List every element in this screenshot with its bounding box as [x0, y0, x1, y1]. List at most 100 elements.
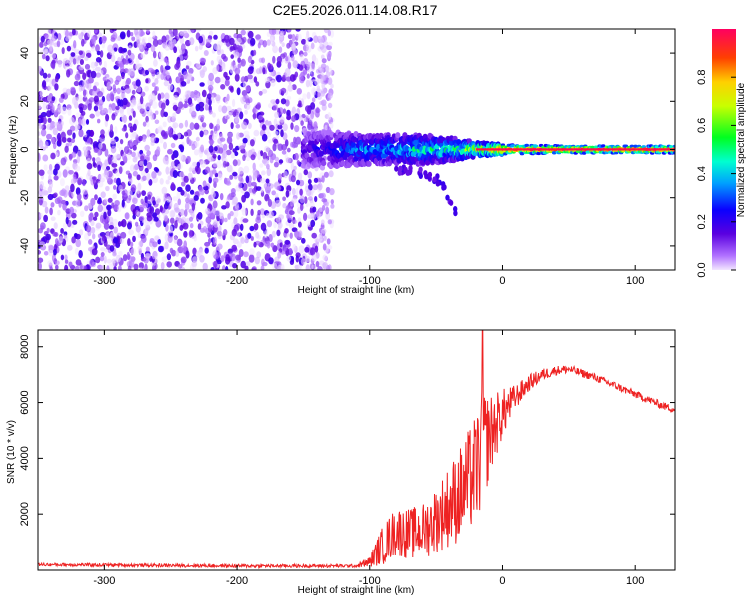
spectrogram-cell — [157, 171, 162, 176]
spectrogram-cell — [146, 42, 152, 49]
spectrogram-cell — [98, 99, 104, 106]
spectrogram-cell — [122, 97, 128, 106]
spectrogram-cell — [203, 50, 209, 56]
spectrogram-cell — [125, 132, 129, 139]
spectrogram-cell — [101, 35, 107, 44]
spectrogram-cell — [222, 151, 228, 159]
spectrogram-cell — [109, 124, 114, 132]
spectrogram-cell — [57, 104, 62, 113]
spectrogram-cell — [84, 205, 89, 212]
spectrogram-cell — [97, 164, 101, 172]
spectrogram-cell — [234, 239, 238, 245]
spectrogram-cell — [186, 193, 190, 202]
spectrogram-cell — [157, 39, 163, 45]
spectrogram-cell — [577, 148, 580, 151]
spectrogram-cell — [280, 87, 287, 94]
spectrogram-cell — [304, 246, 310, 253]
spectrogram-cell — [199, 130, 204, 138]
spectrogram-cell — [144, 85, 149, 92]
spectrogram-cell — [170, 182, 175, 190]
spectrogram-cell — [167, 84, 174, 91]
spectrogram-cell — [114, 79, 120, 86]
spectrogram-cell — [47, 73, 51, 78]
spectrogram-cell — [139, 267, 143, 270]
spectrogram-cell — [54, 163, 60, 171]
spectrogram-cell — [54, 75, 59, 83]
spectrogram-cell — [48, 163, 53, 171]
spectrogram-cell — [217, 231, 222, 240]
spectrogram-cell — [265, 178, 270, 184]
spectrogram-cell — [228, 142, 234, 151]
spectrogram-cell — [99, 50, 104, 58]
spectrogram-cell — [166, 196, 171, 203]
spectrogram-cell — [297, 172, 303, 181]
spectrogram-cell — [218, 225, 222, 233]
spectrogram-cell — [266, 168, 272, 177]
spectrogram-cell — [48, 83, 53, 91]
spectrogram-cell — [43, 251, 49, 256]
spectrogram-cell — [112, 251, 117, 257]
spectrogram-cell — [208, 72, 215, 82]
spectrogram-cell — [542, 148, 545, 151]
spectrogram-cell — [206, 152, 212, 161]
spectrogram-cell — [234, 73, 240, 82]
spectrogram-cell — [167, 175, 172, 181]
spectrogram-cell — [326, 238, 331, 245]
spectrogram-cell — [261, 133, 268, 142]
spectrogram-cell — [287, 61, 292, 70]
spectrogram-cell — [132, 170, 138, 177]
spectrogram-cell — [51, 96, 56, 102]
spectrogram-cell — [144, 222, 150, 228]
spectrogram-cell — [193, 195, 199, 201]
spectrogram-cell — [275, 98, 280, 105]
spectrogram-cell — [308, 79, 313, 87]
spectrogram-cell — [501, 148, 504, 151]
spectrogram-cell — [39, 90, 44, 98]
spectrogram-cell — [164, 92, 170, 101]
spectrogram-cell — [223, 34, 230, 43]
spectrogram-cell — [320, 54, 325, 60]
spectrogram-cell — [264, 77, 270, 83]
spectrogram-cell — [129, 126, 134, 133]
spectrogram-cell — [525, 148, 528, 151]
spectrogram-cell — [120, 231, 127, 239]
spectrogram-cell — [278, 214, 284, 220]
y-tick-label: 6000 — [19, 390, 31, 414]
spectrogram-cell — [93, 29, 98, 34]
spectrogram-cell — [119, 237, 124, 244]
spectrogram-cell — [276, 74, 282, 83]
spectrogram-cell — [79, 229, 84, 236]
spectrogram-cell — [307, 179, 312, 185]
spectrogram-cell — [270, 80, 276, 87]
spectrogram-cell — [127, 238, 131, 247]
spectrogram-cell — [592, 148, 594, 151]
spectrogram-cell — [127, 172, 132, 179]
spectrogram-cell — [191, 261, 198, 267]
spectrogram-cell — [293, 170, 297, 177]
spectrogram-cell — [522, 148, 524, 151]
spectrogram-cell — [97, 91, 103, 98]
spectrogram-cell — [140, 155, 145, 162]
spectrogram-cell — [130, 32, 134, 37]
spectrogram-cell — [70, 178, 76, 186]
spectrogram-cell — [276, 185, 282, 191]
spectrogram-cell — [42, 72, 48, 79]
spectrogram-cell — [252, 106, 257, 114]
spectrogram-cell — [245, 151, 250, 157]
spectrogram-cell — [182, 103, 189, 109]
spectrogram-cell — [40, 222, 46, 230]
spectrogram-cell — [330, 83, 334, 89]
spectrogram-cell — [286, 147, 291, 153]
spectrogram-cell — [60, 228, 64, 234]
spectrogram-cell — [47, 117, 52, 123]
spectrogram-cell — [255, 231, 260, 239]
spectrogram-cell — [176, 238, 183, 247]
spectrogram-cell — [146, 129, 151, 138]
spectrogram-cell — [166, 72, 170, 79]
spectrogram-cell — [62, 58, 69, 64]
spectrogram-cell — [116, 141, 121, 149]
spectrogram-cell — [305, 264, 310, 270]
spectrogram-cell — [215, 94, 221, 102]
spectrogram-cell — [156, 126, 163, 134]
spectrogram-cell — [202, 180, 207, 187]
